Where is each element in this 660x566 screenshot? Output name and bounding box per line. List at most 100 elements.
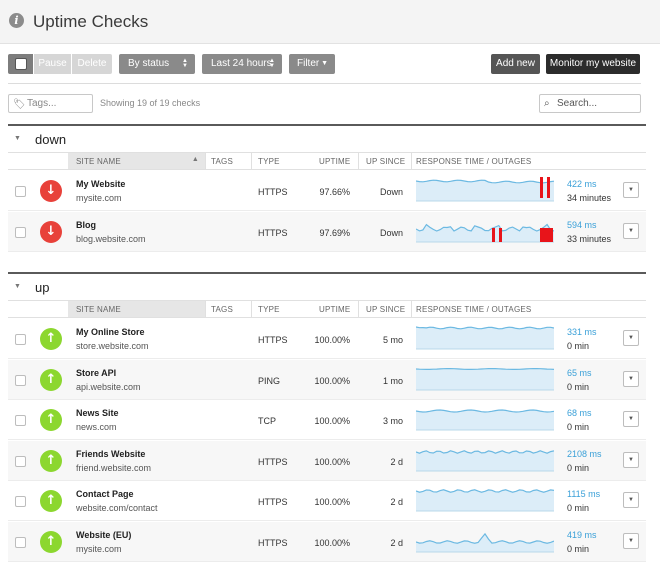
column-uptime[interactable]: UPTIME <box>319 305 351 314</box>
arrow-up-icon: ↑ <box>40 409 62 431</box>
add-new-button[interactable]: Add new <box>491 54 540 74</box>
response-sparkline[interactable] <box>416 406 554 434</box>
outage-duration: 0 min <box>567 381 590 392</box>
status-select[interactable]: By status ▲ ▼ <box>119 54 195 74</box>
column-up-since[interactable]: UP SINCE <box>366 157 406 166</box>
row-checkbox[interactable] <box>15 536 26 548</box>
column-type[interactable]: TYPE <box>258 157 280 166</box>
check-type: PING <box>258 375 281 386</box>
arrow-down-icon: ↓ <box>40 220 62 243</box>
response-time-link[interactable]: 594 ms <box>567 219 597 230</box>
row-menu-button[interactable]: ▼ <box>623 492 639 508</box>
check-type: HTTPS <box>258 537 288 548</box>
row-checkbox[interactable] <box>15 334 26 345</box>
column-separator <box>358 153 359 169</box>
check-type: HTTPS <box>258 456 288 467</box>
pause-button[interactable]: Pause <box>34 54 71 74</box>
group-divider <box>8 272 646 274</box>
column-type[interactable]: TYPE <box>258 305 280 314</box>
response-sparkline[interactable] <box>416 366 554 394</box>
row-menu-button[interactable]: ▼ <box>623 370 639 387</box>
site-name[interactable]: Contact Page <box>76 489 134 499</box>
delete-button[interactable]: Delete <box>72 54 112 74</box>
table-row[interactable]: ↑ Website (EU) mysite.com HTTPS 100.00% 2 d 41… <box>8 521 646 562</box>
uptime-value: 100.00% <box>314 537 350 548</box>
column-tags[interactable]: TAGS <box>211 305 233 314</box>
response-time-link[interactable]: 65 ms <box>567 367 592 378</box>
row-menu-button[interactable]: ▼ <box>623 182 639 198</box>
row-checkbox[interactable] <box>15 415 26 426</box>
response-sparkline[interactable] <box>416 487 554 515</box>
table-row[interactable]: ↓ Blog blog.website.com HTTPS 97.69% Down 594 … <box>8 211 646 252</box>
table-row[interactable]: ↑ Friends Website friend.website.com HTTPS 1… <box>8 440 646 481</box>
site-name[interactable]: Store API <box>76 367 117 378</box>
site-host: friend.website.com <box>76 462 152 473</box>
table-header: SITE NAME TAGS TYPE UPTIME UP SINCE RESP… <box>8 300 646 318</box>
response-sparkline[interactable] <box>416 218 554 246</box>
response-time-link[interactable]: 422 ms <box>567 179 597 189</box>
up-since-value: 5 mo <box>382 335 403 345</box>
table-row[interactable]: ↑ Contact Page website.com/contact HTTPS 100… <box>8 481 646 521</box>
collapse-triangle-icon[interactable]: ▼ <box>14 135 21 142</box>
page-title: Uptime Checks <box>33 12 149 31</box>
table-row[interactable]: ↓ My Website mysite.com HTTPS 97.66% Down 422 … <box>8 171 646 211</box>
info-icon[interactable]: i <box>9 13 24 28</box>
row-menu-button[interactable]: ▼ <box>623 222 639 239</box>
response-time-link[interactable]: 419 ms <box>567 529 597 540</box>
site-name[interactable]: My Website <box>76 179 126 189</box>
site-host: store.website.com <box>76 341 149 351</box>
row-menu-button[interactable]: ▼ <box>623 330 639 346</box>
site-name[interactable]: Blog <box>76 219 96 230</box>
site-name[interactable]: Website (EU) <box>76 529 132 540</box>
site-name[interactable]: My Online Store <box>76 327 145 337</box>
response-time-link[interactable]: 1115 ms <box>567 489 601 499</box>
response-time-link[interactable]: 2108 ms <box>567 448 602 459</box>
caret-down-icon: ▼ <box>628 375 634 382</box>
site-host: mysite.com <box>76 543 122 554</box>
table-row[interactable]: ↑ My Online Store store.website.com HTTPS 10… <box>8 319 646 359</box>
filter-label: Filter <box>297 58 320 69</box>
status-select-label: By status <box>128 58 170 69</box>
site-host: news.com <box>76 422 117 432</box>
table-row[interactable]: ↑ Store API api.website.com PING 100.00% 1 mo… <box>8 359 646 400</box>
response-sparkline[interactable] <box>416 325 554 353</box>
sort-ascending-icon: ▲ <box>191 156 199 163</box>
uptime-value: 100.00% <box>314 497 350 507</box>
filter-dropdown[interactable]: Filter ▼ <box>289 54 335 74</box>
row-checkbox[interactable] <box>15 496 26 507</box>
time-range-select[interactable]: Last 24 hours ▲ ▼ <box>202 54 282 74</box>
caret-down-icon: ▼ <box>628 335 634 341</box>
row-checkbox[interactable] <box>15 374 26 386</box>
up-since-value: 3 mo <box>382 416 403 426</box>
row-checkbox[interactable] <box>15 226 26 238</box>
table-row[interactable]: ↑ News Site news.com TCP 100.00% 3 mo 68 ms 0 m… <box>8 400 646 440</box>
column-up-since[interactable]: UP SINCE <box>366 305 406 314</box>
row-checkbox[interactable] <box>15 186 26 197</box>
row-menu-button[interactable]: ▼ <box>623 532 639 549</box>
outage-duration: 0 min <box>567 503 590 513</box>
select-all-checkbox[interactable] <box>8 54 33 74</box>
response-sparkline[interactable] <box>416 528 554 556</box>
monitor-website-button[interactable]: Monitor my website <box>546 54 640 74</box>
site-name[interactable]: News Site <box>76 408 119 418</box>
check-type: HTTPS <box>258 497 288 507</box>
page-header: i Uptime Checks <box>0 0 660 44</box>
column-tags[interactable]: TAGS <box>211 157 233 166</box>
response-sparkline[interactable] <box>416 177 554 205</box>
showing-count: Showing 19 of 19 checks <box>100 98 201 108</box>
site-name[interactable]: Friends Website <box>76 448 146 459</box>
column-site-name[interactable]: SITE NAME ▲ <box>68 153 205 169</box>
collapse-triangle-icon[interactable]: ▼ <box>14 283 21 290</box>
response-time-link[interactable]: 331 ms <box>567 327 597 337</box>
up-since-value: 2 d <box>390 497 403 507</box>
row-menu-button[interactable]: ▼ <box>623 411 639 427</box>
row-menu-button[interactable]: ▼ <box>623 451 639 468</box>
check-type: HTTPS <box>258 335 288 345</box>
response-sparkline[interactable] <box>416 447 554 475</box>
response-time-link[interactable]: 68 ms <box>567 408 592 418</box>
column-site-name[interactable]: SITE NAME <box>68 301 205 317</box>
tags-input[interactable]: 🏷 Tags... <box>8 94 93 113</box>
search-input[interactable]: ⌕ Search... <box>539 94 641 113</box>
row-checkbox[interactable] <box>15 455 26 467</box>
column-uptime[interactable]: UPTIME <box>319 157 351 166</box>
